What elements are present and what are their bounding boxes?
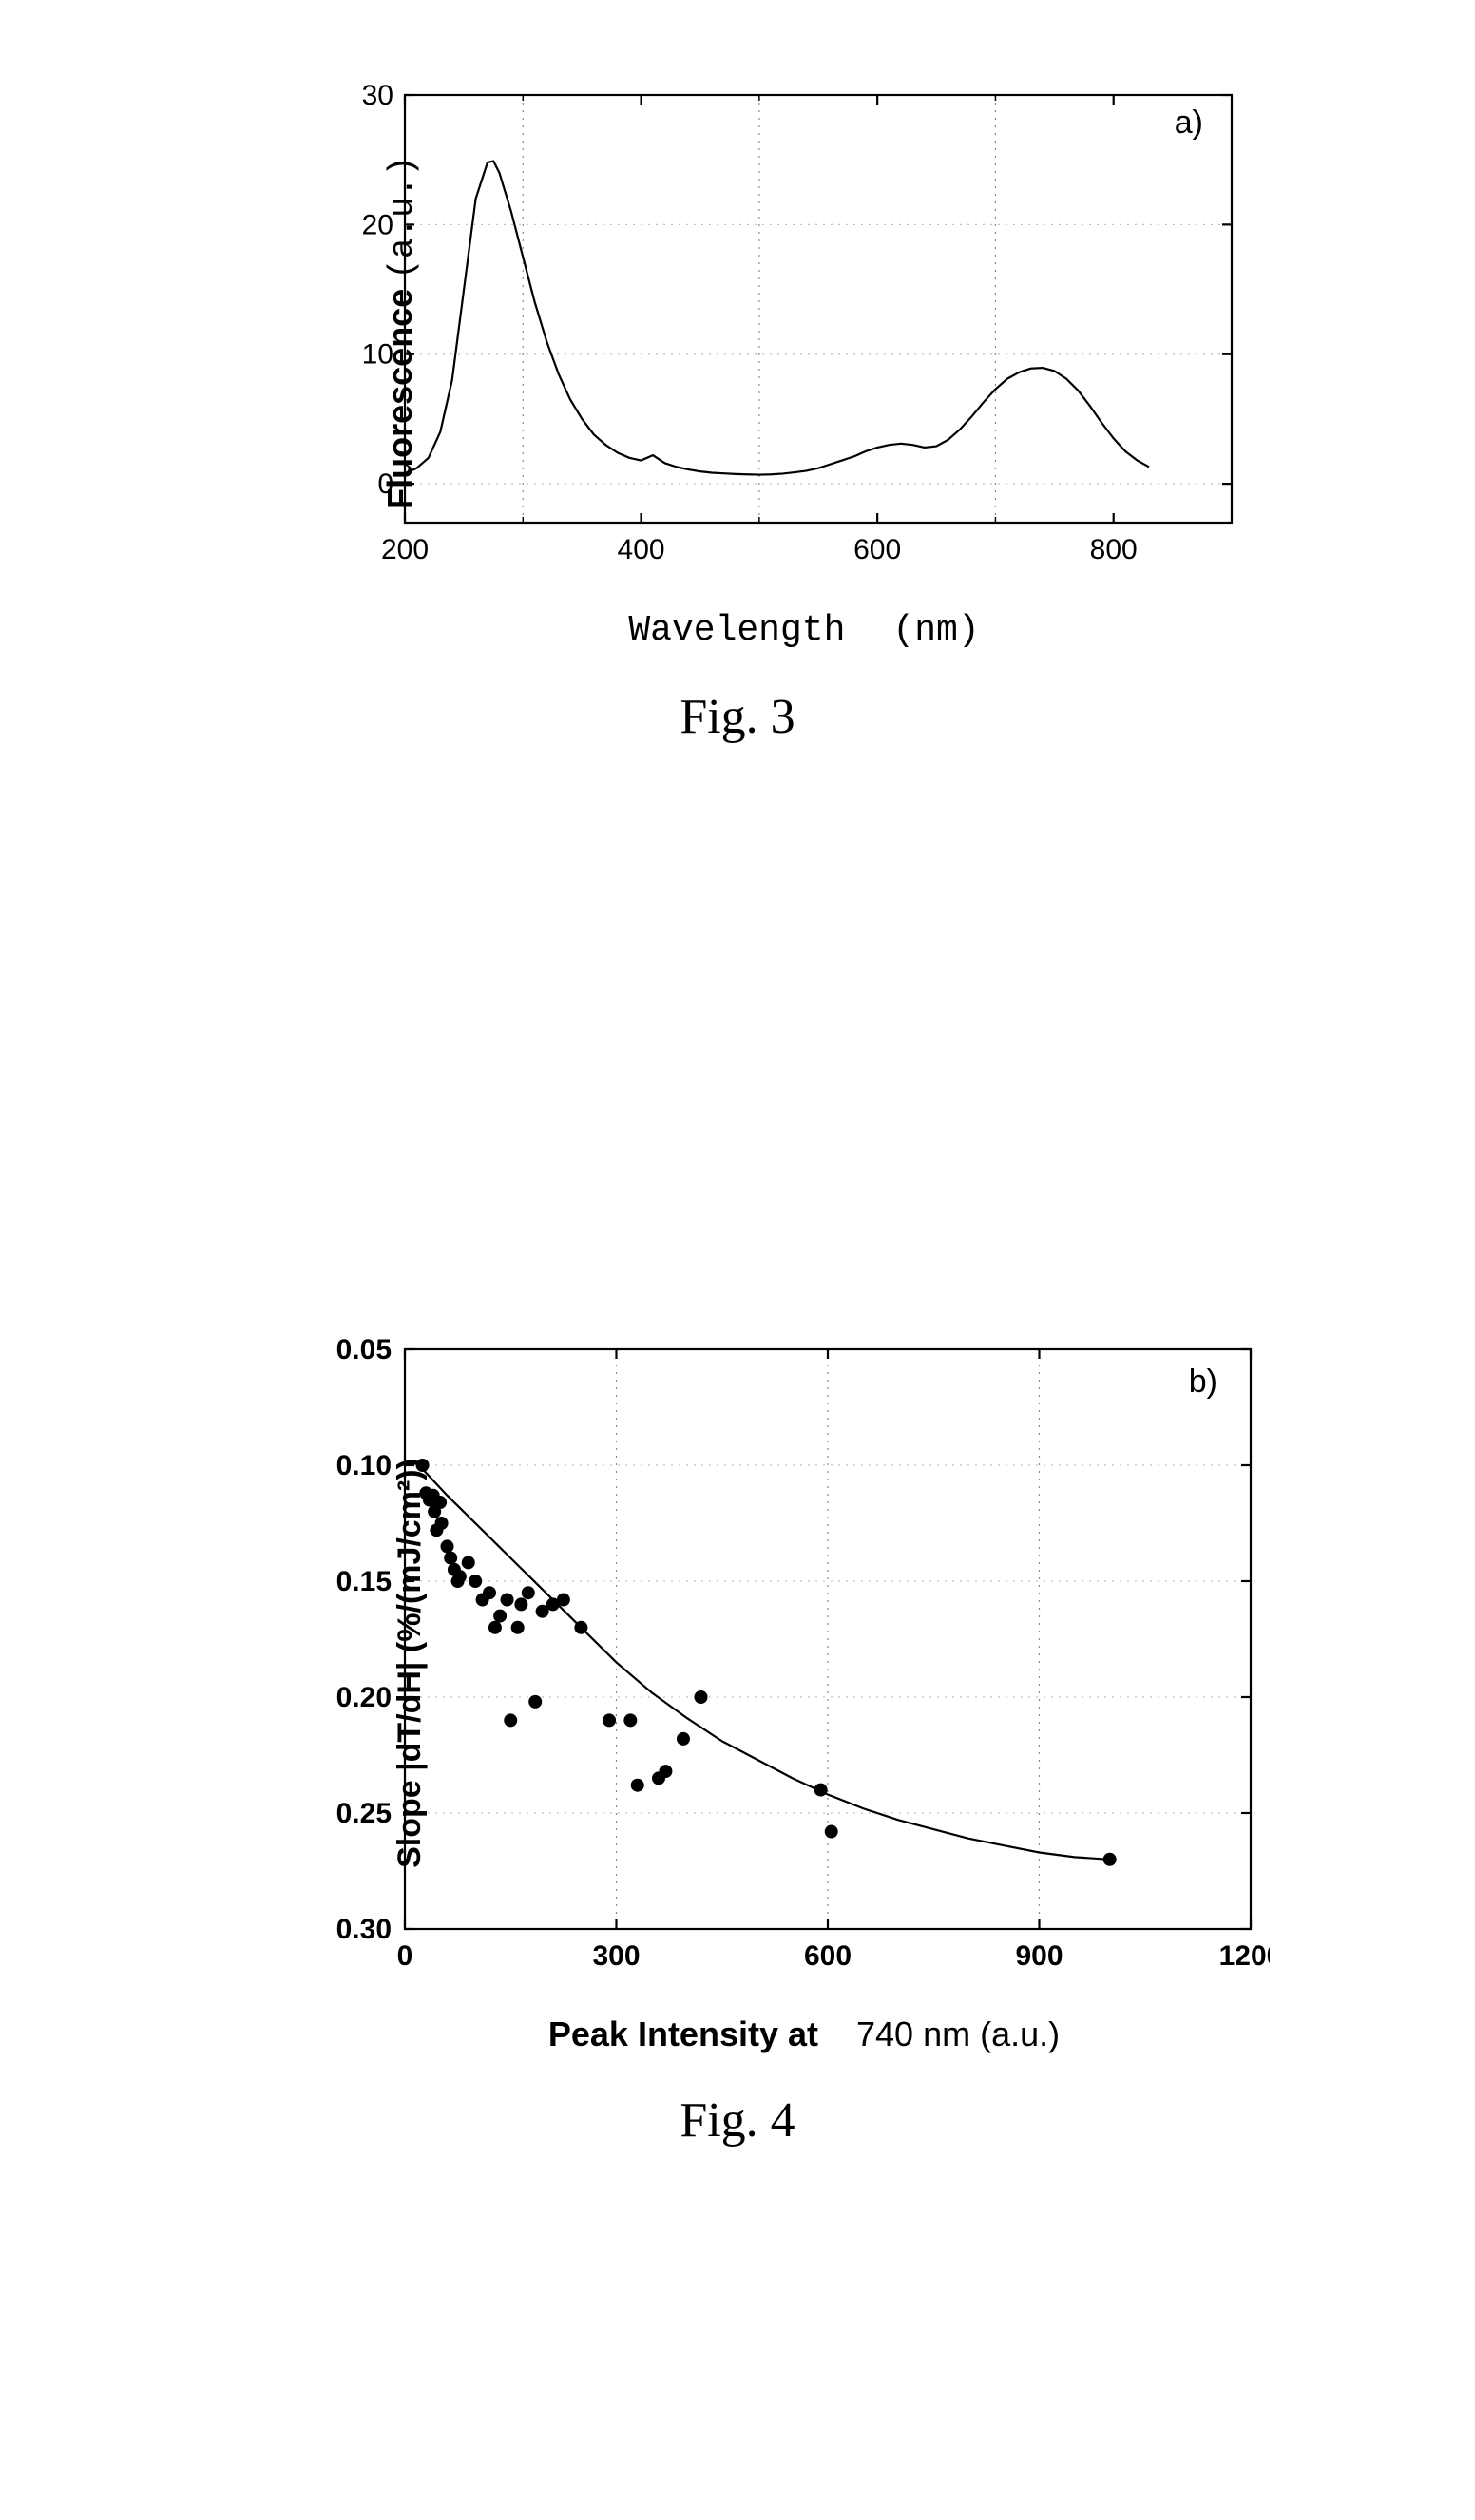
fig4-xlabel-tail: 740 nm (a.u.) [856, 2014, 1060, 2053]
fig4-plot-area: Slope |dT/dH| (%/(mJ/cm²)) 0300600900120… [319, 1330, 1289, 2054]
svg-text:900: 900 [1015, 1940, 1063, 1972]
figure-4: Slope |dT/dH| (%/(mJ/cm²)) 0300600900120… [186, 1330, 1289, 2148]
svg-text:a): a) [1175, 105, 1203, 141]
fig3-ylabel: Fluorescence (a.u.) [380, 156, 422, 509]
svg-text:600: 600 [804, 1940, 852, 1972]
svg-text:800: 800 [1090, 534, 1138, 565]
svg-text:b): b) [1189, 1364, 1217, 1400]
fig4-xlabel: Peak Intensity at 740 nm (a.u.) [319, 2014, 1289, 2054]
fig3-xlabel-main: Wavelength [628, 610, 845, 651]
figure-3: Fluorescence (a.u.) 2004006008000102030a… [205, 76, 1270, 745]
fig3-xlabel-unit: (nm) [892, 610, 979, 651]
svg-text:1200: 1200 [1219, 1940, 1270, 1972]
page: Fluorescence (a.u.) 2004006008000102030a… [0, 0, 1475, 2520]
svg-text:600: 600 [853, 534, 901, 565]
fig4-ylabel-container: Slope |dT/dH| (%/(mJ/cm²)) [205, 1330, 615, 1995]
svg-text:400: 400 [618, 534, 665, 565]
fig3-ylabel-main: Fluorescence [380, 289, 419, 509]
fig3-plot-area: Fluorescence (a.u.) 2004006008000102030a… [338, 76, 1270, 651]
fig4-xlabel-bold: Peak Intensity at [548, 2014, 818, 2053]
fig3-xlabel: Wavelength (nm) [338, 608, 1270, 651]
fig4-ylabel: Slope |dT/dH| (%/(mJ/cm²)) [392, 1459, 429, 1868]
fig4-caption: Fig. 4 [186, 2092, 1289, 2148]
fig3-ylabel-unit: (a.u.) [383, 156, 422, 279]
fig3-ylabel-container: Fluorescence (a.u.) [224, 76, 578, 589]
fig3-caption: Fig. 3 [205, 689, 1270, 745]
